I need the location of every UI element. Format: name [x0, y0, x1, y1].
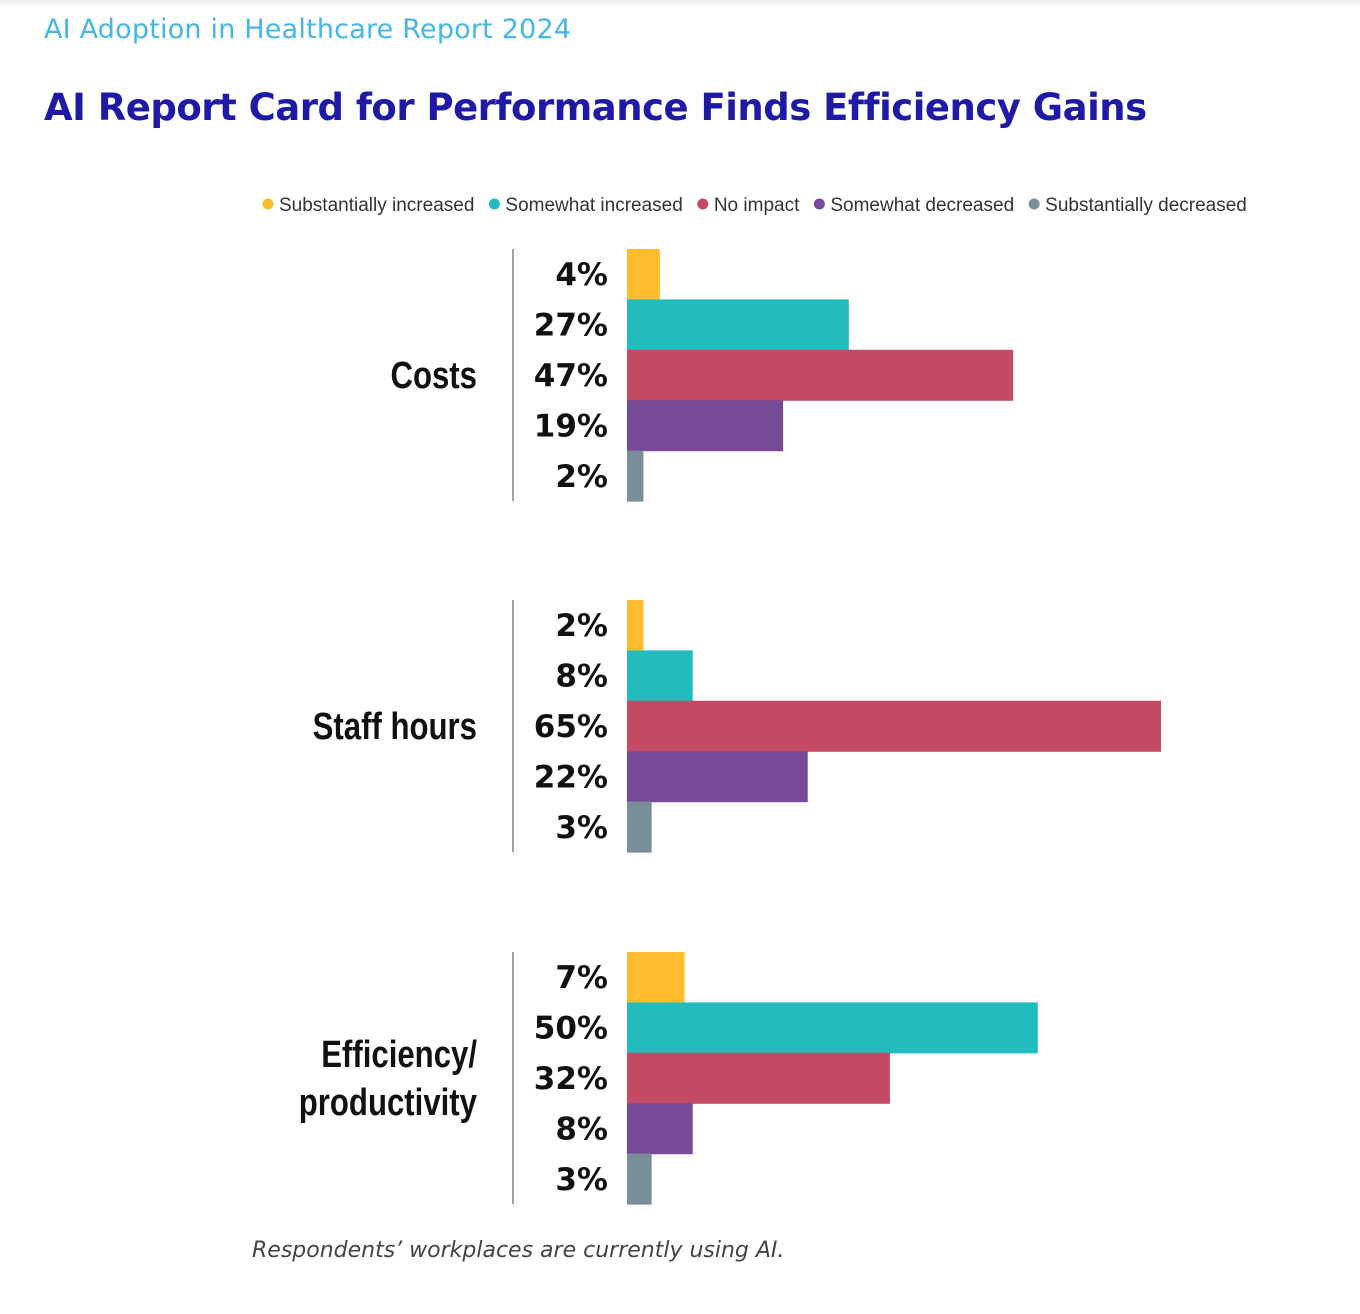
value-label: 27% [534, 308, 608, 344]
legend-label: Substantially decreased [1045, 195, 1247, 216]
value-label: 2% [555, 459, 608, 495]
report-eyebrow: AI Adoption in Healthcare Report 2024 [44, 14, 572, 45]
value-label: 8% [555, 659, 608, 695]
bar-staff-hours-no-impact [627, 700, 1161, 752]
bar-staff-hours-substantially-decreased [627, 801, 652, 853]
bar-efficiency-productivity-somewhat-increased [627, 1002, 1038, 1054]
value-label: 3% [555, 810, 608, 846]
legend-marker [1028, 198, 1040, 210]
legend-item-somewhat-decreased: Somewhat decreased [813, 195, 1014, 216]
page-title: AI Report Card for Performance Finds Eff… [44, 86, 1147, 129]
value-label: 50% [534, 1011, 608, 1047]
bar-staff-hours-somewhat-decreased [627, 751, 808, 803]
bar-costs-substantially-decreased [627, 450, 644, 502]
value-label: 7% [555, 960, 608, 996]
top-shadow [0, 0, 1360, 6]
legend-marker [697, 198, 709, 210]
legend-marker [813, 198, 825, 210]
category-label: Efficiency/ [321, 1034, 477, 1076]
legend-item-no-impact: No impact [697, 195, 800, 216]
value-label: 8% [555, 1111, 608, 1147]
category-label: productivity [299, 1082, 478, 1124]
value-label: 2% [555, 608, 608, 644]
bar-efficiency-productivity-somewhat-decreased [627, 1103, 693, 1155]
bar-staff-hours-substantially-increased [627, 600, 644, 651]
group-efficiency-productivity: Efficiency/productivity 7% 50% 32% 8% 3% [299, 952, 1038, 1205]
legend-marker [262, 198, 274, 210]
bar-costs-somewhat-decreased [627, 400, 784, 452]
bar-costs-somewhat-increased [627, 299, 849, 351]
legend-label: Substantially increased [279, 195, 474, 216]
value-label: 19% [534, 408, 608, 444]
value-label: 47% [534, 358, 608, 394]
bar-efficiency-productivity-no-impact [627, 1052, 890, 1104]
legend-label: Somewhat increased [505, 195, 682, 216]
value-label: 32% [534, 1061, 608, 1097]
bar-efficiency-productivity-substantially-decreased [627, 1153, 652, 1205]
value-label: 65% [534, 709, 608, 745]
legend-marker [488, 198, 500, 210]
bar-efficiency-productivity-substantially-increased [627, 952, 685, 1003]
chart-caption: Respondents’ workplaces are currently us… [252, 1238, 785, 1263]
bar-costs-no-impact [627, 349, 1014, 401]
bar-staff-hours-somewhat-increased [627, 650, 693, 702]
value-label: 22% [534, 759, 608, 795]
value-label: 4% [555, 257, 608, 293]
group-costs: Costs 4% 27% 47% 19% 2% [390, 249, 1014, 502]
legend-item-substantially-decreased: Substantially decreased [1028, 195, 1247, 216]
legend-item-somewhat-increased: Somewhat increased [488, 195, 683, 216]
legend-label: Somewhat decreased [830, 195, 1014, 216]
chart-legend: Substantially increased Somewhat increase… [262, 195, 1247, 216]
chart-groups: Costs 4% 27% 47% 19% 2% Staff hours 2% 8% 65% 22% 3… [299, 249, 1161, 1205]
legend-label: No impact [714, 195, 800, 216]
category-label: Staff hours [313, 706, 477, 748]
legend-item-substantially-increased: Substantially increased [262, 195, 474, 216]
category-label: Costs [390, 355, 477, 397]
value-label: 3% [555, 1162, 608, 1198]
bar-costs-substantially-increased [627, 249, 660, 300]
group-staff-hours: Staff hours 2% 8% 65% 22% 3% [313, 600, 1161, 853]
